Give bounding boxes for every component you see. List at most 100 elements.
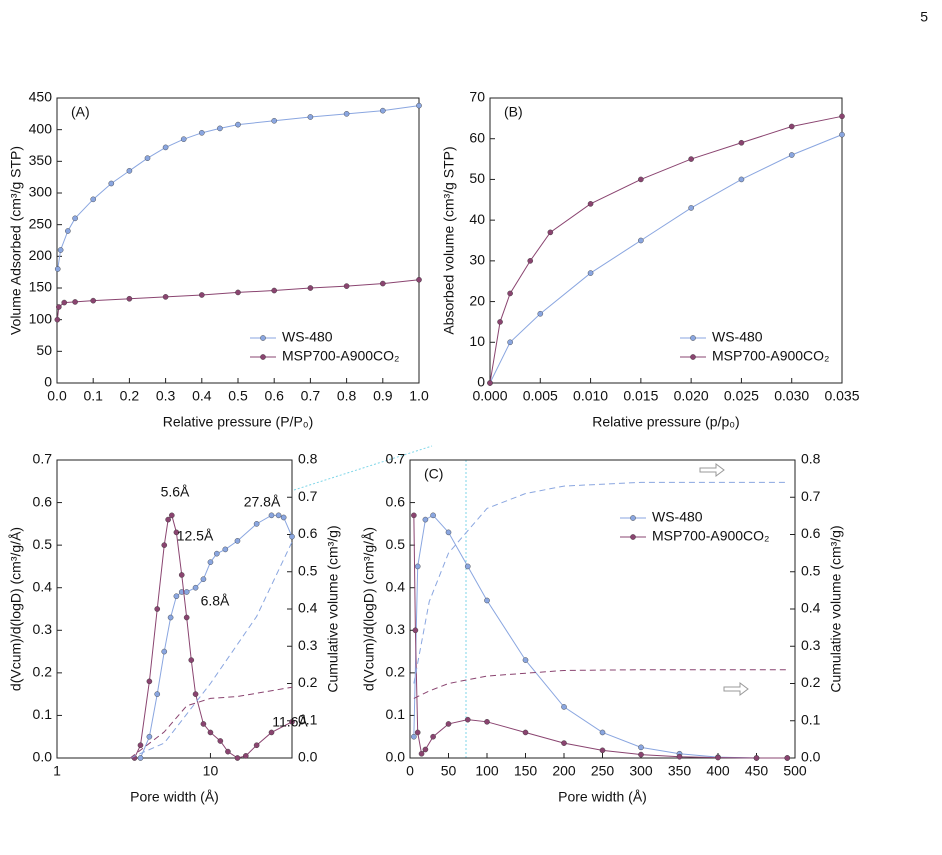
- data-point: [72, 215, 78, 222]
- x-tick-label: 100: [475, 763, 499, 779]
- y-tick-label: 50: [36, 342, 52, 358]
- data-point: [753, 755, 760, 761]
- x-tick-label: 200: [552, 763, 576, 779]
- data-point: [547, 229, 554, 236]
- y-tick-label: 0.5: [386, 536, 406, 552]
- legend-marker: [630, 515, 636, 521]
- data-point: [784, 755, 791, 761]
- data-point: [561, 740, 567, 746]
- y-tick-label: 30: [469, 252, 485, 268]
- y2-axis-label: Cumulative volume (cm³/g): [828, 525, 844, 692]
- data-point: [90, 297, 96, 304]
- y2-tick-label: 0.0: [801, 749, 821, 765]
- data-point: [56, 304, 62, 310]
- series-line: [130, 541, 293, 759]
- plot-frame: [56, 459, 293, 759]
- legend-label: MSP700-A900CO₂: [652, 528, 770, 544]
- y-tick-label: 450: [29, 89, 53, 105]
- x-tick-label: 1.0: [409, 388, 429, 404]
- y-tick-label: 250: [29, 215, 53, 231]
- y-tick-label: 0.2: [33, 664, 53, 680]
- y-tick-label: 0: [477, 374, 485, 390]
- legend-label: WS-480: [652, 509, 703, 525]
- x-tick-label: 0: [406, 763, 414, 779]
- data-point: [243, 753, 249, 759]
- x-tick-label: 0.030: [774, 388, 809, 404]
- y-tick-label: 150: [29, 279, 53, 295]
- data-point: [638, 744, 644, 751]
- data-point: [688, 156, 694, 162]
- data-point: [167, 614, 174, 621]
- data-point: [173, 593, 180, 600]
- y-tick-label: 40: [469, 211, 485, 227]
- data-point: [162, 294, 169, 300]
- data-point: [90, 196, 96, 203]
- y-tick-label: 0.4: [33, 578, 53, 594]
- data-point: [173, 529, 180, 536]
- y2-tick-label: 0.4: [801, 600, 821, 616]
- legend-marker: [690, 354, 696, 360]
- series-line: [413, 514, 788, 759]
- data-point: [412, 627, 419, 634]
- data-point: [788, 123, 795, 130]
- y-tick-label: 0.6: [386, 493, 406, 509]
- x-axis-label: Pore width (Å): [130, 789, 219, 805]
- plot-frame: [56, 97, 420, 384]
- data-point: [307, 285, 314, 291]
- series-line: [57, 105, 420, 270]
- x-axis-label: Pore width (Å): [558, 789, 647, 805]
- series-line: [413, 515, 788, 759]
- data-point: [183, 589, 190, 595]
- x-tick-label: 1: [53, 763, 61, 779]
- x-tick-label: 0.7: [301, 388, 321, 404]
- plot-frame: [489, 97, 843, 384]
- legend-marker: [690, 335, 696, 341]
- data-point: [561, 704, 567, 710]
- y2-tick-label: 0.1: [801, 711, 821, 727]
- y-tick-label: 0.4: [386, 578, 406, 594]
- data-point: [72, 299, 78, 305]
- y2-axis-label: Cumulative volume (cm³/g): [325, 525, 341, 692]
- data-point: [414, 729, 421, 736]
- x-tick-label: 0.000: [472, 388, 507, 404]
- y-tick-label: 400: [29, 120, 53, 136]
- data-point: [268, 729, 275, 736]
- x-tick-label: 450: [745, 763, 769, 779]
- data-point: [108, 180, 115, 187]
- legend-marker: [630, 534, 636, 540]
- y-tick-label: 10: [469, 333, 485, 349]
- data-point: [61, 299, 68, 306]
- data-point: [464, 563, 471, 570]
- panel-label: (C): [424, 466, 443, 482]
- data-point: [207, 559, 214, 565]
- y-tick-label: 0: [44, 374, 52, 390]
- data-point: [638, 751, 644, 758]
- data-point: [688, 205, 694, 211]
- data-point: [126, 168, 133, 174]
- y2-tick-label: 0.8: [801, 451, 821, 467]
- data-point: [464, 716, 471, 723]
- data-point: [638, 237, 644, 244]
- series-line: [56, 279, 420, 320]
- y-axis-label: Volume Adsorbed (cm³/g STP): [8, 146, 24, 335]
- annotation: 27.8Å: [244, 494, 281, 510]
- data-point: [839, 131, 845, 138]
- legend-label: MSP700-A900CO₂: [712, 348, 830, 364]
- y-tick-label: 0.5: [33, 536, 53, 552]
- data-point: [54, 266, 61, 272]
- data-point: [137, 755, 144, 761]
- data-point: [192, 691, 199, 697]
- data-point: [280, 514, 287, 521]
- data-point: [126, 295, 133, 302]
- y2-tick-label: 0.4: [298, 600, 318, 616]
- data-point: [162, 144, 169, 151]
- y-tick-label: 0.6: [33, 493, 53, 509]
- page-number: 5: [920, 9, 928, 25]
- data-point: [445, 529, 452, 536]
- data-point: [161, 648, 168, 655]
- y2-tick-label: 0.3: [801, 637, 821, 653]
- y-tick-label: 0.0: [386, 749, 406, 765]
- data-point: [289, 719, 295, 725]
- y-tick-label: 60: [469, 129, 485, 145]
- y-tick-label: 300: [29, 184, 53, 200]
